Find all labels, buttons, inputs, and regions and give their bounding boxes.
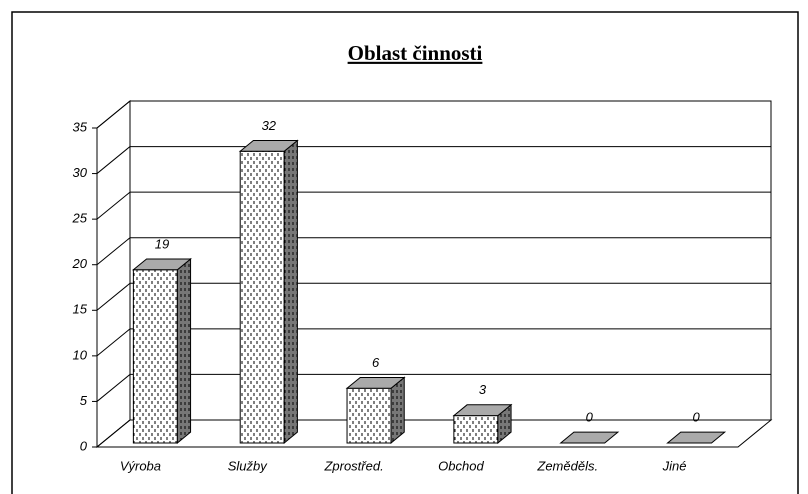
grid-line: [96, 146, 131, 174]
grid-line: [96, 419, 131, 448]
y-tick-label: 10: [73, 347, 88, 362]
y-tick-label: 0: [80, 438, 88, 453]
grid-line: [96, 237, 131, 266]
bar-side: [283, 139, 298, 445]
x-tick-label: Obchod: [438, 458, 484, 473]
grid-line: [96, 100, 131, 129]
bar-front: [346, 387, 392, 444]
y-tick-label: 30: [73, 165, 88, 180]
bar: [666, 431, 727, 444]
bar-top: [452, 404, 513, 417]
x-tick-label: Služby: [228, 458, 269, 473]
bar-side: [176, 257, 192, 445]
bar: [238, 139, 299, 445]
x-tick-label: Jiné: [662, 458, 687, 473]
bar-front: [132, 269, 178, 444]
bar: [345, 376, 406, 445]
bar-top: [131, 258, 192, 271]
bar: [452, 403, 513, 445]
bar-top: [238, 139, 299, 152]
bar-top: [559, 431, 620, 444]
data-label: 32: [262, 118, 277, 133]
y-tick-label: 35: [73, 119, 88, 134]
grid-line: [96, 191, 131, 220]
grid-line: [96, 374, 131, 402]
y-tick-label: 20: [72, 256, 88, 271]
y-tick-label: 5: [80, 393, 88, 408]
data-label: 0: [586, 410, 594, 425]
x-tick-label: Zprostřed.: [323, 458, 383, 473]
bar-front: [239, 150, 285, 444]
x-tick-label: Zeměděls.: [536, 458, 598, 473]
grid-line: [96, 282, 131, 311]
x-tick-label: Výroba: [120, 458, 161, 473]
bar-top: [666, 431, 727, 444]
y-tick-label: 15: [73, 302, 88, 317]
back-wall: [129, 100, 772, 421]
frame: [11, 11, 799, 494]
chart-title: Oblast činnosti: [348, 41, 483, 65]
data-label: 0: [693, 410, 701, 425]
side-wall: [96, 99, 131, 449]
data-label: 19: [155, 236, 169, 251]
bar-top: [345, 376, 406, 389]
bar: [131, 257, 192, 445]
y-tick-label: 25: [72, 211, 88, 226]
data-label: 6: [372, 355, 380, 370]
bar: [559, 431, 620, 444]
bar-front: [453, 415, 499, 444]
grid-line: [96, 328, 131, 357]
data-label: 3: [479, 382, 487, 397]
